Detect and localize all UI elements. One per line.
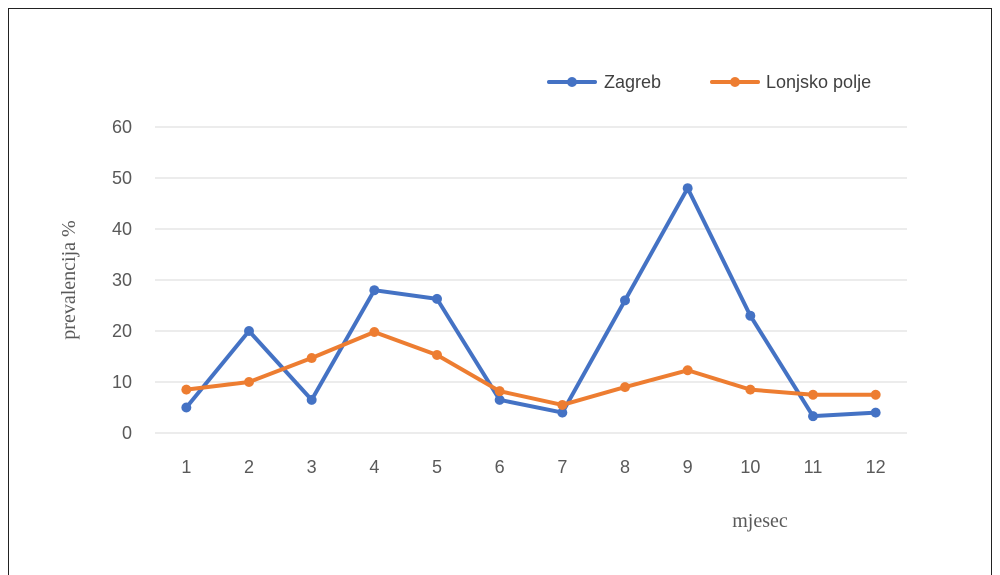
data-point [432, 349, 442, 360]
data-point [870, 389, 881, 400]
y-tick-label: 0 [122, 423, 132, 443]
series-0 [181, 183, 881, 422]
y-tick-label: 20 [112, 321, 132, 341]
x-axis-ticks: 1 2 3 4 5 6 7 8 9 10 11 12 [181, 457, 885, 477]
data-point [745, 384, 756, 395]
data-point [181, 402, 192, 413]
legend: Zagreb Lonjsko polje [547, 72, 871, 92]
y-axis-ticks: 0 10 20 30 40 50 60 [112, 117, 132, 443]
gridlines [155, 126, 907, 434]
x-tick-label: 11 [804, 457, 823, 477]
series-line [184, 186, 878, 419]
x-tick-label: 7 [557, 457, 567, 477]
data-point [369, 285, 380, 296]
x-tick-label: 2 [244, 457, 254, 477]
data-point [369, 327, 380, 338]
data-point [244, 326, 254, 336]
x-tick-label: 5 [432, 457, 442, 477]
data-point [808, 411, 818, 422]
data-point [557, 407, 568, 418]
x-tick-label: 10 [740, 457, 760, 477]
x-tick-label: 1 [181, 457, 191, 477]
data-point [808, 389, 818, 400]
data-point [432, 293, 442, 304]
legend-item: Zagreb [547, 72, 661, 92]
y-tick-label: 10 [112, 372, 132, 392]
data-point [870, 407, 881, 418]
legend-marker [730, 77, 740, 87]
legend-item: Lonjsko polje [710, 72, 871, 92]
data-point [745, 310, 756, 321]
y-tick-label: 50 [112, 168, 132, 188]
data-point [620, 295, 630, 306]
legend-label: Zagreb [604, 72, 661, 92]
x-tick-label: 3 [307, 457, 317, 477]
y-tick-label: 30 [112, 270, 132, 290]
legend-label: Lonjsko polje [766, 72, 871, 92]
data-point [181, 384, 192, 395]
data-point [306, 394, 317, 405]
x-tick-label: 9 [683, 457, 693, 477]
y-axis-title: prevalencija % [58, 220, 80, 339]
y-tick-label: 40 [112, 219, 132, 239]
data-point [557, 399, 568, 410]
x-tick-label: 8 [620, 457, 630, 477]
data-point [620, 382, 630, 393]
chart-frame [8, 8, 992, 575]
x-tick-label: 4 [369, 457, 379, 477]
data-point [682, 365, 693, 376]
x-tick-label: 6 [495, 457, 505, 477]
x-axis-title: mjesec [732, 510, 788, 532]
series-line [184, 330, 878, 407]
series-1 [181, 327, 881, 410]
data-point [306, 353, 317, 364]
data-point [244, 377, 254, 387]
data-point [494, 386, 505, 397]
data-point [494, 394, 505, 405]
y-tick-label: 60 [112, 117, 132, 137]
legend-marker [567, 77, 577, 87]
x-tick-label: 12 [866, 457, 886, 477]
series-layer [181, 183, 881, 422]
data-point [682, 183, 693, 194]
